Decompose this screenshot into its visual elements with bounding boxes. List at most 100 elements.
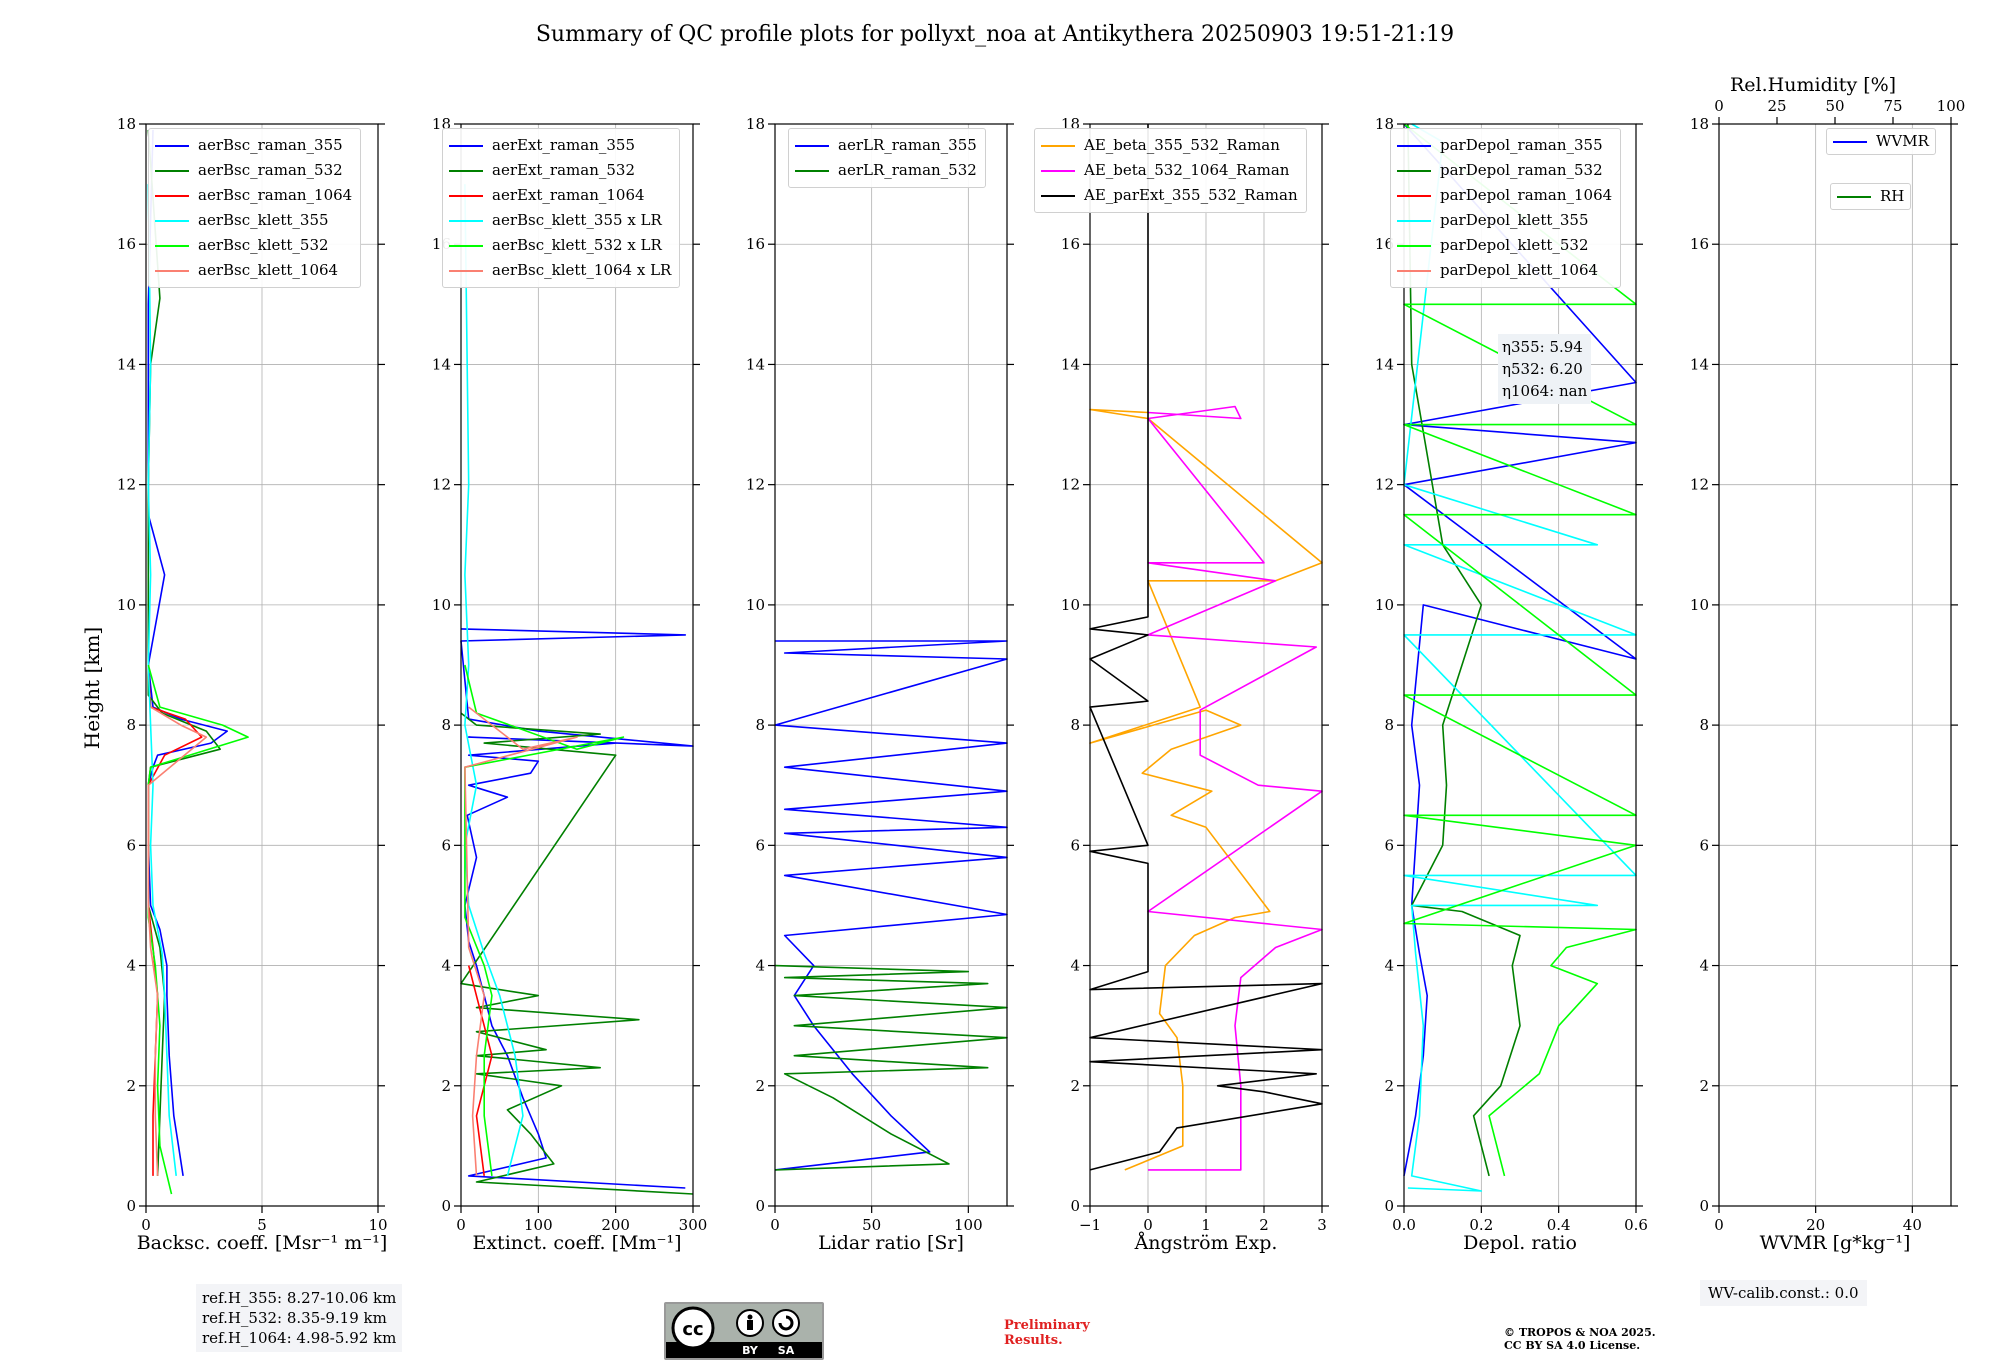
y-tick-label: 10 [432,596,451,614]
y-tick-label: 18 [117,115,136,133]
legend-item: aerLR_raman_355 [795,133,977,158]
top-x-tick-label: 50 [1825,97,1844,115]
series-line-ae-beta-532-1064-raman [1147,405,1323,1171]
top-x-tick-label: 0 [1714,97,1724,115]
x-tick-label: 0 [141,1216,151,1234]
legend-swatch [1041,194,1075,197]
legend-label: aerBsc_klett_355 x LR [492,211,662,229]
y-tick-label: 12 [1061,476,1080,494]
x-tick-label: 1 [1201,1216,1211,1234]
legend-label: parDepol_raman_1064 [1440,186,1613,204]
legend-label: aerLR_raman_355 [838,136,977,154]
y-tick-label: 12 [432,476,451,494]
x-tick-label: 100 [524,1216,553,1234]
y-tick-label: 8 [441,716,451,734]
y-tick-label: 14 [746,355,765,373]
legend-item: RH [1830,183,1912,210]
y-tick-label: 14 [1061,355,1080,373]
y-tick-label: 0 [1070,1197,1080,1215]
y-tick-label: 8 [755,716,765,734]
legend-swatch [155,269,189,272]
eta-355: η355: 5.94 [1502,338,1583,356]
y-tick-label: 16 [1690,235,1709,253]
y-tick-label: 14 [1375,355,1394,373]
series-line-aerbsc-klett-532-x-lr [464,664,625,1177]
legend-item: aerLR_raman_532 [795,158,977,183]
legend-label: aerBsc_klett_355 [198,211,329,229]
legend-lidar-ratio: aerLR_raman_355 aerLR_raman_532 [788,128,986,188]
x-tick-label: 40 [1903,1216,1922,1234]
legend-item: aerBsc_klett_532 x LR [449,233,671,258]
legend-item: aerBsc_raman_355 [155,133,352,158]
y-tick-label: 6 [1384,836,1394,854]
legend-swatch [155,219,189,222]
x-tick-label: 0.6 [1624,1216,1648,1234]
y-tick-label: 10 [1375,596,1394,614]
legend-label: parDepol_klett_1064 [1440,261,1599,279]
reference-height-box: ref.H_355: 8.27-10.06 km ref.H_532: 8.35… [196,1284,403,1352]
y-tick-label: 2 [126,1077,136,1095]
legend-swatch [795,144,829,147]
legend-swatch [1397,244,1431,247]
y-tick-label: 2 [441,1077,451,1095]
cc-by-label: BY [742,1344,759,1357]
legend-swatch [449,144,483,147]
legend-label: aerBsc_raman_532 [198,161,343,179]
legend-depol: parDepol_raman_355 parDepol_raman_532 parD… [1390,128,1622,288]
y-tick-label: 4 [755,957,765,975]
x-tick-label: 0 [456,1216,466,1234]
y-tick-label: 18 [1690,115,1709,133]
legend-label: AE_beta_355_532_Raman [1084,136,1280,154]
y-tick-label: 4 [1699,957,1709,975]
legend-item: parDepol_klett_532 [1397,233,1612,258]
legend-swatch [1397,144,1431,147]
y-tick-label: 16 [746,235,765,253]
x-tick-label: 300 [679,1216,708,1234]
legend-item: parDepol_klett_1064 [1397,258,1612,283]
legend-label: AE_parExt_355_532_Raman [1084,186,1298,204]
legend-backscatter: aerBsc_raman_355 aerBsc_raman_532 aerBsc_r… [148,128,362,288]
legend-label: aerBsc_klett_532 x LR [492,236,662,254]
y-tick-label: 12 [1375,476,1394,494]
cc-sa-label: SA [778,1344,795,1357]
legend-item: parDepol_raman_355 [1397,133,1612,158]
y-tick-label: 2 [1699,1077,1709,1095]
y-tick-label: 6 [1699,836,1709,854]
x-axis-label-depol: Depol. ratio [1463,1232,1577,1254]
legend-label: parDepol_klett_355 [1440,211,1589,229]
y-tick-label: 6 [126,836,136,854]
legend-item: aerBsc_klett_1064 [155,258,352,283]
copyright-line1: © TROPOS & NOA 2025. [1504,1326,1656,1339]
legend-item: parDepol_klett_355 [1397,208,1612,233]
series-line-pardepol-raman-355 [1403,123,1637,1177]
svg-text:cc: cc [682,1319,703,1340]
cc-license-badge: cc BY SA [664,1302,824,1360]
legend-item: aerExt_raman_1064 [449,183,671,208]
legend-swatch [449,194,483,197]
y-tick-label: 4 [1070,957,1080,975]
series-line-aerbsc-klett-355-x-lr [464,184,524,1177]
eta-532: η532: 6.20 [1502,360,1583,378]
legend-swatch [155,144,189,147]
y-tick-label: 18 [746,115,765,133]
legend-swatch [449,169,483,172]
copyright-note: © TROPOS & NOA 2025. CC BY SA 4.0 Licens… [1504,1326,1656,1352]
legend-swatch [155,169,189,172]
y-tick-label: 6 [1070,836,1080,854]
x-tick-label: 0 [1714,1216,1724,1234]
x-tick-label: 5 [257,1216,267,1234]
series-line-aerlr-raman-532 [774,964,1008,1171]
legend-item: aerExt_raman_355 [449,133,671,158]
plot-frame [1718,123,1952,1207]
y-tick-label: 4 [441,957,451,975]
x-tick-label: 200 [601,1216,630,1234]
x-tick-label: 10 [368,1216,387,1234]
legend-label: aerBsc_raman_1064 [198,186,353,204]
series-line-aerbsc-raman-355 [147,129,228,1177]
plot-frame [460,123,694,1207]
y-tick-label: 12 [117,476,136,494]
y-tick-label: 14 [117,355,136,373]
top-x-tick-label: 75 [1883,97,1902,115]
x-tick-label: 3 [1317,1216,1327,1234]
